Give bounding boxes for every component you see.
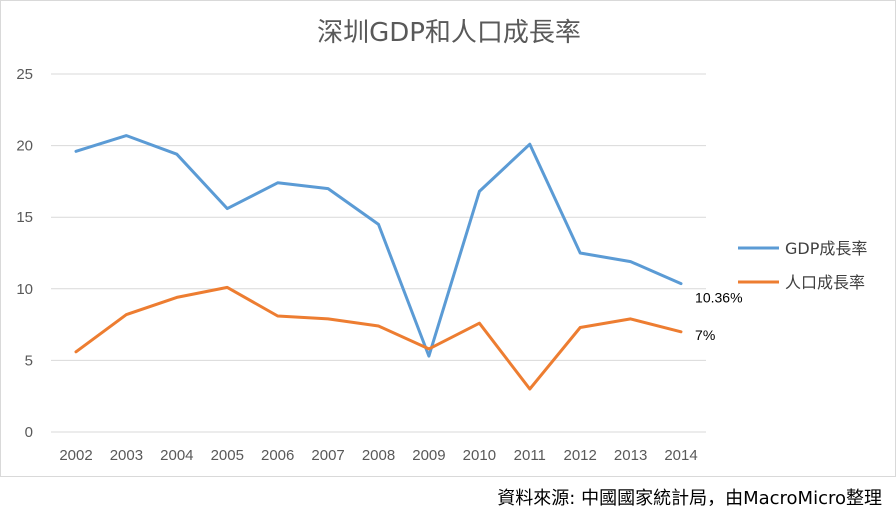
x-tick-label: 2007 <box>311 447 344 464</box>
chart-frame: 深圳GDP和人口成長率 0 5 10 15 20 25 2002 2003 2004 2005 2… <box>0 0 896 477</box>
x-tick-label: 2005 <box>211 447 244 464</box>
x-tick-label: 2010 <box>463 447 496 464</box>
x-tick-label: 2009 <box>412 447 445 464</box>
y-tick-label: 20 <box>16 138 33 155</box>
y-tick-label: 5 <box>25 352 33 369</box>
x-tick-label: 2011 <box>514 447 546 464</box>
x-tick-label: 2014 <box>664 447 697 464</box>
source-note: 資料來源: 中國國家統計局，由MacroMicro整理 <box>497 488 882 509</box>
x-tick-label: 2006 <box>261 447 294 464</box>
y-axis-tick-labels: 0 5 10 15 20 25 <box>16 66 33 441</box>
y-tick-label: 10 <box>16 281 33 298</box>
x-tick-label: 2002 <box>59 447 92 464</box>
legend-label: GDP成長率 <box>785 239 867 258</box>
legend-label: 人口成長率 <box>785 273 865 292</box>
end-data-label: 7% <box>695 327 715 343</box>
chart-title: 深圳GDP和人口成長率 <box>317 18 581 48</box>
series-line-2 <box>74 285 683 391</box>
series-lines <box>74 134 683 391</box>
gridlines <box>51 73 706 433</box>
data-labels: 10.36% 7% <box>695 290 742 343</box>
end-data-label: 10.36% <box>695 290 742 306</box>
x-tick-label: 2008 <box>362 447 395 464</box>
series-line-1 <box>74 134 683 358</box>
y-tick-label: 0 <box>25 424 33 441</box>
y-tick-label: 25 <box>16 66 33 83</box>
x-axis-tick-labels: 2002 2003 2004 2005 2006 2007 2008 2009 2010 2011… <box>59 447 697 464</box>
x-tick-label: 2004 <box>160 447 193 464</box>
x-tick-label: 2012 <box>564 447 597 464</box>
x-tick-label: 2013 <box>614 447 647 464</box>
y-tick-label: 15 <box>16 209 33 226</box>
x-tick-label: 2003 <box>110 447 143 464</box>
